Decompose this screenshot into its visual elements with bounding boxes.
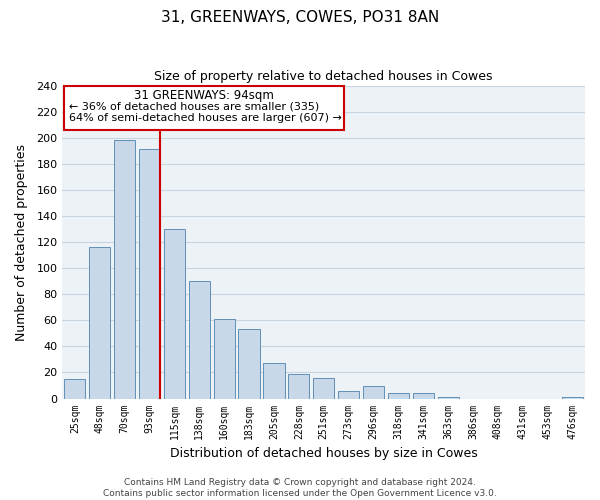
Text: 31, GREENWAYS, COWES, PO31 8AN: 31, GREENWAYS, COWES, PO31 8AN xyxy=(161,10,439,25)
Bar xyxy=(189,281,210,398)
Bar xyxy=(164,229,185,398)
Text: Contains HM Land Registry data © Crown copyright and database right 2024.
Contai: Contains HM Land Registry data © Crown c… xyxy=(103,478,497,498)
FancyBboxPatch shape xyxy=(64,86,344,130)
Bar xyxy=(263,364,284,398)
Text: 31 GREENWAYS: 94sqm: 31 GREENWAYS: 94sqm xyxy=(134,90,274,102)
Bar xyxy=(238,330,260,398)
Bar xyxy=(413,394,434,398)
Bar xyxy=(89,248,110,398)
Bar xyxy=(388,394,409,398)
X-axis label: Distribution of detached houses by size in Cowes: Distribution of detached houses by size … xyxy=(170,447,478,460)
Bar xyxy=(363,386,384,398)
Title: Size of property relative to detached houses in Cowes: Size of property relative to detached ho… xyxy=(154,70,493,83)
Bar xyxy=(64,379,85,398)
Text: ← 36% of detached houses are smaller (335): ← 36% of detached houses are smaller (33… xyxy=(69,101,319,111)
Bar xyxy=(214,319,235,398)
Text: 64% of semi-detached houses are larger (607) →: 64% of semi-detached houses are larger (… xyxy=(69,113,342,123)
Bar xyxy=(288,374,310,398)
Bar xyxy=(338,390,359,398)
Bar xyxy=(139,150,160,398)
Y-axis label: Number of detached properties: Number of detached properties xyxy=(15,144,28,340)
Bar xyxy=(313,378,334,398)
Bar xyxy=(114,140,135,398)
